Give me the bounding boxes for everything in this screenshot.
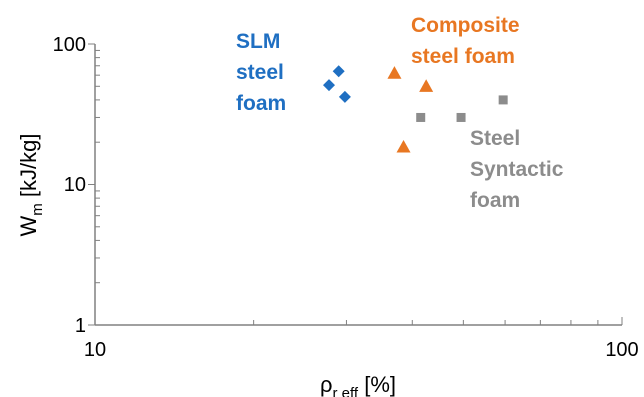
x-tick-label-100: 100 (605, 339, 638, 361)
data-point-diamond-0-0 (323, 79, 336, 92)
y-axis-label-sub: m (29, 203, 46, 216)
data-point-square-2-1 (456, 112, 466, 122)
y-axis-label-main: W (16, 215, 41, 236)
y-tick-label-1: 1 (75, 315, 86, 337)
data-point-diamond-0-2 (338, 90, 351, 103)
series-label-syntactic: Steel Syntactic foam (470, 127, 564, 212)
x-axis-label-unit: [%] (358, 372, 396, 397)
series-label-syntactic-line-2: Syntactic (470, 158, 564, 181)
y-tick-label-10: 10 (64, 174, 86, 196)
series-label-slm-line-3: foam (236, 92, 286, 115)
data-point-diamond-0-1 (332, 65, 345, 78)
series-label-slm-line-2: steel (236, 61, 284, 84)
series-label-composite-line-2: steel foam (411, 45, 515, 68)
data-point-triangle-1-0 (387, 66, 402, 79)
data-point-triangle-1-1 (396, 139, 411, 153)
series-label-slm-line-1: SLM (236, 30, 280, 53)
x-tick-marks (94, 317, 623, 325)
y-tick-label-100: 100 (53, 34, 86, 56)
data-points (323, 65, 508, 153)
series-label-composite-line-1: Composite (411, 14, 520, 37)
axes (88, 43, 623, 326)
y-axis-label: Wm [kJ/kg] (16, 134, 46, 237)
data-point-square-2-2 (498, 95, 508, 105)
x-axis-label: ρr eff [%] (320, 372, 396, 397)
x-axis-label-sub: r eff (333, 385, 359, 397)
series-label-composite: Composite steel foam (411, 14, 520, 68)
x-axis-label-main: ρ (320, 372, 333, 397)
y-tick-marks (88, 43, 100, 326)
series-label-syntactic-line-3: foam (470, 189, 520, 212)
data-point-square-2-0 (416, 112, 426, 122)
data-point-triangle-1-2 (419, 79, 434, 92)
y-axis-label-unit: [kJ/kg] (16, 134, 41, 204)
series-label-slm: SLM steel foam (236, 30, 286, 115)
series-label-syntactic-line-1: Steel (470, 127, 520, 150)
x-tick-label-10: 10 (84, 339, 106, 361)
